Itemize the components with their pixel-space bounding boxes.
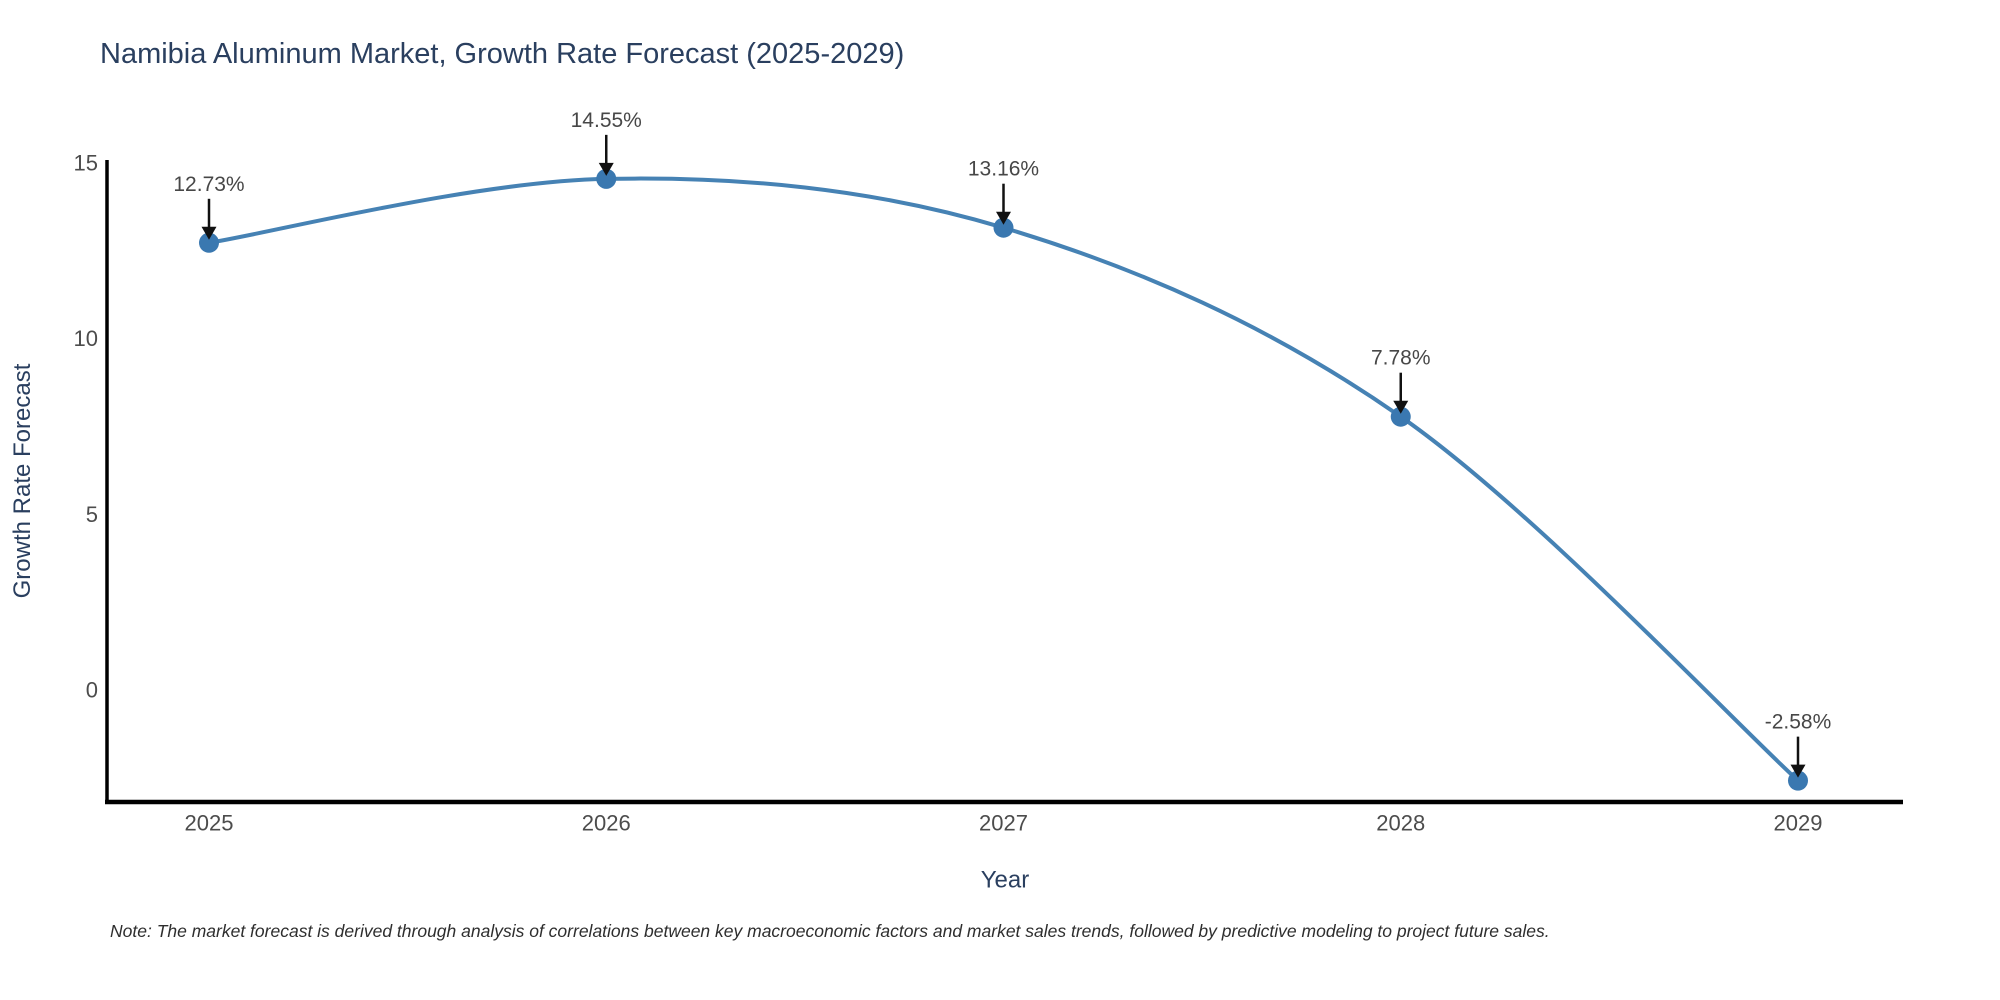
annotation-arrowhead-2028	[1393, 400, 1409, 414]
y-tick-label-10: 10	[74, 326, 98, 351]
annotation-label-2027: 13.16%	[968, 158, 1039, 181]
annotation-label-2025: 12.73%	[173, 173, 244, 196]
annotation-label-2026: 14.55%	[571, 109, 642, 132]
x-tick-label-2029: 2029	[1774, 811, 1823, 836]
data-point-markers	[199, 168, 1808, 791]
x-tick-label-2026: 2026	[582, 811, 631, 836]
annotation-arrowhead-2029	[1790, 764, 1806, 778]
y-axis-title: Growth Rate Forecast	[9, 363, 36, 598]
data-point-2029[interactable]	[1788, 770, 1808, 791]
y-tick-label-15: 15	[74, 151, 98, 176]
x-tick-label-2025: 2025	[185, 811, 234, 836]
data-point-2026[interactable]	[596, 168, 617, 189]
y-tick-label-5: 5	[86, 502, 98, 527]
x-tick-label-2028: 2028	[1376, 811, 1425, 836]
data-point-2028[interactable]	[1390, 406, 1411, 427]
y-axis-tick-labels: 0 5 10 15	[74, 151, 98, 703]
chart-title: Namibia Aluminum Market, Growth Rate For…	[100, 38, 905, 70]
annotation-arrowhead-2026	[598, 162, 614, 176]
growth-forecast-line	[207, 176, 1800, 783]
annotation-arrowhead-2025	[201, 226, 217, 240]
x-tick-label-2027: 2027	[979, 811, 1028, 836]
x-axis-title: Year	[981, 867, 1030, 894]
data-point-2027[interactable]	[993, 217, 1014, 238]
annotation-arrowhead-2027	[996, 211, 1011, 225]
annotation-label-2029: -2.58%	[1765, 711, 1832, 734]
footnote: Note: The market forecast is derived thr…	[110, 921, 1550, 941]
data-point-2025[interactable]	[199, 232, 219, 253]
x-axis-tick-labels: 2025 2026 2027 2028 2029	[185, 811, 1823, 836]
y-tick-label-0: 0	[86, 678, 98, 703]
annotation-label-2028: 7.78%	[1371, 347, 1431, 370]
point-annotations: 12.73% 14.55% 13.16% 7.78% -2.58%	[173, 109, 1831, 778]
